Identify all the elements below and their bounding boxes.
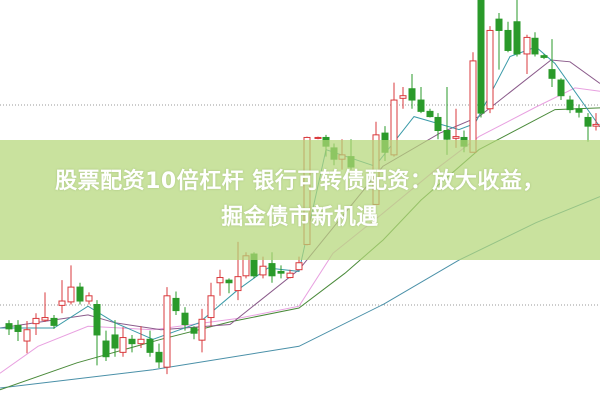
candle-down — [584, 113, 592, 142]
candle-up — [469, 52, 477, 153]
candle-up — [207, 282, 215, 327]
candle-down — [128, 334, 136, 353]
candle-down — [495, 13, 503, 70]
candle-up — [286, 269, 294, 279]
candle-down — [548, 39, 556, 87]
candle-up — [259, 256, 267, 279]
candle-down — [93, 300, 101, 366]
candle-down — [277, 265, 285, 279]
candle-down — [155, 343, 163, 369]
candle-up — [58, 280, 66, 314]
candle-down — [477, 0, 485, 118]
candle-down — [408, 73, 416, 109]
candle-up — [23, 321, 31, 354]
candle-down — [504, 21, 512, 53]
candle-down — [557, 78, 565, 101]
candle-down — [575, 104, 583, 118]
candle-down — [181, 307, 189, 331]
candle-up — [523, 34, 531, 74]
candle-down — [102, 330, 110, 362]
candle-up — [85, 292, 93, 305]
candle-up — [198, 308, 206, 353]
headline-line-2: 掘金债市新机遇 — [221, 205, 379, 230]
candle-down — [111, 320, 119, 357]
candle-up — [216, 269, 224, 296]
candle-up — [399, 87, 407, 109]
candle-down — [426, 108, 434, 118]
candle-up — [314, 136, 322, 140]
candle-down — [417, 87, 425, 114]
candle-down — [225, 278, 233, 294]
candle-down — [14, 320, 22, 342]
candle-up — [486, 26, 494, 114]
candle-down — [50, 314, 58, 329]
candle-down — [434, 113, 442, 140]
candle-down — [531, 32, 539, 57]
headline-line-1: 股票配资10倍杠杆 银行可转债配资：放大收益， — [55, 169, 545, 194]
candle-up — [592, 113, 600, 131]
candle-up — [119, 327, 127, 357]
candle-down — [540, 53, 548, 60]
headline-banner: 股票配资10倍杠杆 银行可转债配资：放大收益， 掘金债市新机遇 — [0, 140, 600, 260]
candle-up — [137, 326, 145, 348]
candle-down — [566, 95, 574, 114]
candle-down — [146, 330, 154, 357]
candle-down — [76, 282, 84, 305]
candle-up — [67, 265, 75, 305]
candle-up — [163, 287, 171, 375]
candle-up — [41, 292, 49, 322]
candle-down — [513, 0, 521, 57]
candle-down — [190, 326, 198, 340]
candle-down — [172, 291, 180, 315]
moving-average-line — [0, 107, 600, 391]
candle-down — [5, 320, 13, 335]
candle-up — [32, 313, 40, 335]
